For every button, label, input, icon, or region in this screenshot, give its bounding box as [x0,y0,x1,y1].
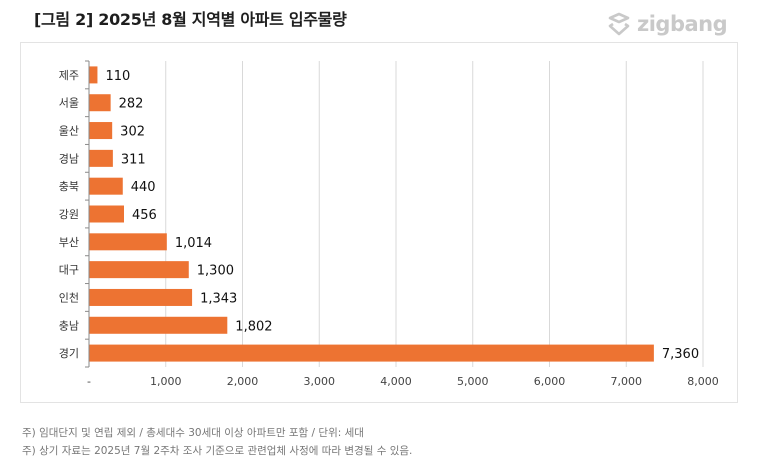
category-label: 강원 [59,208,79,221]
footnotes: 주) 임대단지 및 연립 제외 / 총세대수 30세대 이상 아파트만 포함 /… [22,424,412,460]
x-tick-label: 4,000 [380,375,412,388]
zigbang-logo-icon [608,12,630,36]
bar [89,122,113,140]
bar [89,205,124,223]
category-label: 대구 [59,264,79,277]
value-label: 7,360 [662,347,699,362]
category-label: 충남 [59,319,79,332]
value-label: 456 [132,208,157,223]
x-tick-label: 3,000 [304,375,336,388]
x-tick-label: 1,000 [150,375,182,388]
value-label: 1,802 [235,319,272,334]
x-tick-label: 5,000 [457,375,489,388]
x-tick-label: - [87,375,91,388]
value-label: 302 [120,125,145,140]
bar [89,261,189,279]
value-label: 282 [119,97,144,112]
category-label: 울산 [59,125,79,138]
category-label: 부산 [59,236,79,249]
labels: 제주 110 서울 282 울산 302 경남 311 충북 440 강원 456 부산 1,014 대구 1… [59,69,699,362]
category-label: 충북 [59,180,79,193]
category-label: 인천 [59,290,79,304]
category-label: 경기 [59,347,79,360]
category-label: 경남 [59,152,79,165]
footnote-1: 주) 임대단지 및 연립 제외 / 총세대수 30세대 이상 아파트만 포함 /… [22,427,364,439]
x-tick-label: 8,000 [687,375,719,388]
bars [89,66,654,362]
bar [89,288,193,306]
x-tick-label: 7,000 [611,375,643,388]
bar [89,316,228,334]
bar [89,344,654,362]
bar [89,177,123,195]
category-label: 제주 [59,69,79,82]
bar [89,94,111,112]
x-tick-label: 6,000 [534,375,566,388]
chart-frame [20,42,738,403]
value-label: 1,343 [200,291,237,306]
zigbang-logo: zigbang [607,12,728,36]
value-label: 311 [121,152,146,167]
axis: - 1,000 2,000 3,000 4,000 5,000 6,000 7,000 8,00… [85,60,719,388]
footnote-2: 주) 상기 자료는 2025년 7월 2주차 조사 기준으로 관련업체 사정에 … [22,445,413,457]
x-tick-label: 2,000 [227,375,259,388]
category-label: 서울 [59,97,79,110]
logo-text: zigbang [637,12,728,36]
grid-lines [165,61,704,367]
chart-title: [그림 2] 2025년 8월 지역별 아파트 입주물량 [34,10,347,29]
bar [89,66,98,84]
value-label: 1,014 [175,236,212,251]
value-label: 440 [131,180,156,195]
bar [89,233,167,251]
value-label: 110 [105,69,130,84]
bar [89,149,113,167]
value-label: 1,300 [197,264,234,279]
